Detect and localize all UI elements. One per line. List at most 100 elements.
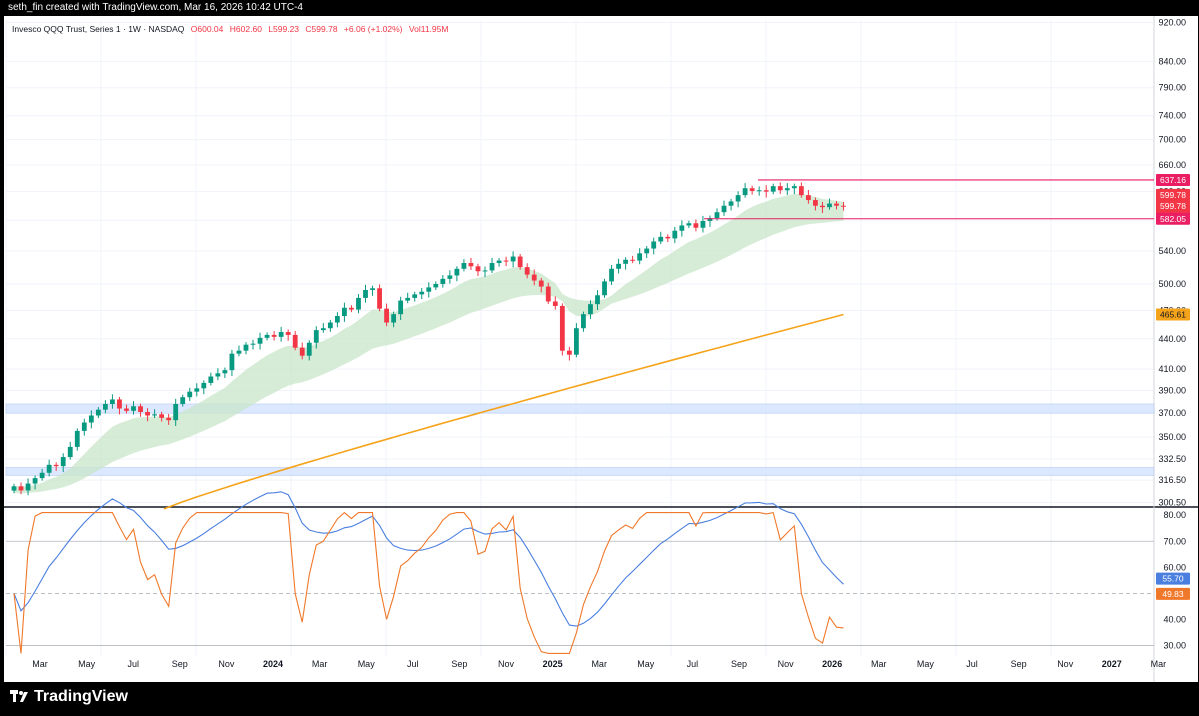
candle bbox=[552, 296, 558, 310]
ma-cloud bbox=[14, 193, 844, 494]
candle bbox=[187, 387, 193, 401]
candle bbox=[440, 274, 446, 288]
rsi-pane bbox=[6, 491, 1154, 654]
candle-body bbox=[686, 223, 692, 226]
candle-body bbox=[489, 263, 495, 271]
candle-body bbox=[630, 259, 636, 261]
candle bbox=[770, 183, 776, 195]
candle bbox=[566, 346, 572, 361]
candle bbox=[250, 339, 256, 350]
candle bbox=[264, 332, 270, 341]
time-tick-label: 2026 bbox=[822, 659, 842, 669]
candle bbox=[637, 248, 643, 265]
candle bbox=[349, 305, 354, 313]
price-badge-1: 599.78 bbox=[1156, 188, 1190, 201]
candle-body bbox=[813, 200, 818, 206]
candle bbox=[665, 234, 671, 243]
candle-body bbox=[672, 230, 678, 239]
candle bbox=[616, 258, 621, 274]
candle-body bbox=[834, 203, 839, 206]
candle bbox=[489, 257, 495, 274]
candle bbox=[173, 398, 179, 426]
brand-logo[interactable]: TradingView bbox=[10, 688, 128, 706]
time-tick-label: Sep bbox=[1011, 659, 1027, 669]
candle-body bbox=[447, 275, 453, 279]
support-badge-bg bbox=[1156, 212, 1190, 225]
time-tick-label: Mar bbox=[32, 659, 48, 669]
candle-body bbox=[306, 342, 312, 356]
candle bbox=[574, 323, 579, 358]
candle bbox=[426, 282, 432, 298]
candle-body bbox=[426, 287, 432, 292]
candle-body bbox=[693, 223, 699, 228]
price-badge-2-bg bbox=[1156, 199, 1190, 212]
price-tick-label: 500.00 bbox=[1158, 279, 1186, 289]
candle-body bbox=[60, 457, 66, 467]
candle bbox=[53, 462, 59, 471]
time-tick-label: 2027 bbox=[1102, 659, 1122, 669]
price-zone bbox=[5, 467, 1155, 476]
candle-body bbox=[187, 391, 193, 398]
candle-body bbox=[784, 188, 790, 191]
candle bbox=[208, 372, 214, 386]
support-zones bbox=[5, 403, 1155, 476]
candle-body bbox=[419, 291, 425, 295]
candle-body bbox=[299, 347, 305, 356]
time-tick-label: Nov bbox=[218, 659, 235, 669]
rsi-ma-line bbox=[13, 491, 844, 627]
candle-body bbox=[742, 188, 748, 196]
candle bbox=[805, 190, 811, 204]
price-badge-2: 599.78 bbox=[1156, 199, 1190, 212]
candle bbox=[370, 285, 375, 296]
candle bbox=[201, 380, 207, 395]
rsi-tick-label: 40.00 bbox=[1163, 615, 1186, 625]
top-credit-bar: seth_fin created with TradingView.com, M… bbox=[0, 0, 1199, 16]
candle bbox=[166, 413, 172, 425]
candle-body bbox=[623, 259, 629, 264]
candle bbox=[327, 319, 333, 332]
chart-frame[interactable]: 920.00840.00790.00740.00700.00660.00620.… bbox=[4, 16, 1198, 682]
candle bbox=[742, 183, 748, 198]
candle-body bbox=[805, 195, 811, 201]
price-tick-label: 332.50 bbox=[1158, 454, 1186, 464]
candle bbox=[391, 311, 397, 328]
candle-body bbox=[110, 399, 115, 404]
candle bbox=[531, 269, 537, 286]
candle bbox=[342, 302, 347, 322]
candle-body bbox=[679, 225, 685, 231]
candle-body bbox=[152, 414, 157, 416]
resistance-badge: 637.16 bbox=[1156, 173, 1190, 186]
legend-line: Invesco QQQ Trust, Series 1 · 1W · NASDA… bbox=[12, 24, 448, 34]
candle bbox=[222, 367, 228, 379]
candle-body bbox=[243, 344, 249, 351]
price-tick-label: 660.00 bbox=[1158, 160, 1186, 170]
candle-body bbox=[95, 409, 101, 416]
candle-body bbox=[398, 300, 404, 315]
candle bbox=[834, 201, 839, 210]
candle bbox=[74, 428, 80, 451]
candle-body bbox=[102, 403, 108, 410]
rsi-badge-text: 49.83 bbox=[1162, 589, 1184, 599]
candle-body bbox=[363, 290, 368, 298]
candle bbox=[777, 182, 783, 194]
legend-symbol: Invesco QQQ Trust, Series 1 · 1W · NASDA… bbox=[12, 24, 185, 34]
candle bbox=[841, 201, 846, 211]
time-tick-label: May bbox=[78, 659, 96, 669]
chart-canvas[interactable]: 920.00840.00790.00740.00700.00660.00620.… bbox=[4, 16, 1198, 682]
candle-body bbox=[595, 295, 600, 305]
candle bbox=[377, 284, 382, 312]
candle-body bbox=[180, 397, 186, 404]
candle-body bbox=[770, 186, 776, 192]
candle bbox=[672, 226, 678, 244]
candle-body bbox=[250, 343, 256, 345]
candle bbox=[25, 478, 31, 496]
candle bbox=[398, 296, 404, 321]
candle bbox=[138, 403, 143, 417]
candle-body bbox=[39, 472, 45, 479]
candle-body bbox=[714, 212, 720, 219]
candle bbox=[412, 291, 418, 302]
time-tick-label: Mar bbox=[871, 659, 887, 669]
candle bbox=[602, 278, 607, 298]
candle-body bbox=[194, 388, 200, 392]
candle-body bbox=[616, 263, 621, 269]
